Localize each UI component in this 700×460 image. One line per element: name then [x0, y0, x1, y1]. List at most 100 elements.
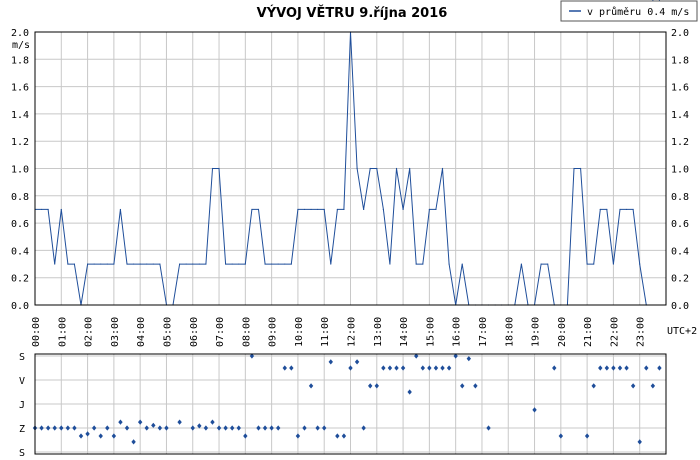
direction-point-33: [262, 425, 268, 431]
direction-point-51: [381, 365, 386, 371]
speed-point-46: [336, 208, 338, 211]
y-tick-left-8: 1.6: [11, 83, 29, 94]
y-tick-left-9: 1.8: [11, 55, 29, 66]
speed-point-34: [257, 208, 260, 211]
direction-point-76: [624, 365, 629, 371]
x-tick-6: 06:00: [189, 317, 200, 347]
direction-y-ticks: S V J Z S: [19, 352, 25, 459]
direction-point-49: [368, 383, 373, 389]
speed-point-49: [356, 167, 358, 170]
speed-point-87: [606, 208, 608, 211]
direction-point-25: [210, 419, 215, 425]
direction-point-5: [65, 425, 71, 431]
direction-point-66: [486, 425, 491, 431]
speed-point-23: [185, 263, 187, 265]
direction-point-61: [446, 365, 452, 371]
y-tick-right-5: 1.0: [671, 165, 689, 176]
direction-point-81: [657, 365, 662, 371]
speed-point-17: [146, 263, 148, 265]
speed-point-50: [363, 208, 365, 211]
speed-point-38: [284, 263, 286, 265]
direction-point-18: [151, 422, 156, 428]
legend-box: [560, 0, 698, 22]
direction-point-38: [295, 433, 301, 439]
direction-point-21: [177, 419, 182, 425]
direction-label-1: V: [19, 376, 25, 387]
direction-point-39: [302, 425, 307, 431]
y-tick-left-4: 0.8: [11, 192, 29, 203]
x-tick-13: 13:00: [373, 317, 384, 347]
direction-point-50: [374, 383, 379, 389]
direction-point-3: [52, 425, 57, 431]
speed-point-18: [152, 263, 154, 265]
y-tick-left-7: 1.4: [11, 110, 29, 121]
speed-point-58: [415, 263, 417, 265]
direction-point-12: [111, 433, 117, 439]
direction-label-0: S: [19, 352, 25, 363]
direction-point-24: [203, 425, 209, 431]
speed-point-36: [271, 263, 273, 265]
direction-point-60: [440, 365, 445, 371]
y-tick-right-1: 0.2: [671, 274, 689, 285]
direction-point-27: [223, 425, 228, 431]
speed-point-37: [277, 263, 279, 265]
direction-point-16: [137, 419, 143, 425]
direction-point-55: [407, 389, 412, 395]
direction-point-44: [335, 433, 340, 439]
y-tick-right-0: 0.0: [671, 301, 689, 312]
direction-point-6: [72, 425, 77, 431]
speed-point-85: [593, 263, 595, 265]
direction-point-10: [98, 433, 103, 439]
speed-point-31: [238, 263, 240, 265]
x-tick-21: 21:00: [583, 317, 594, 347]
direction-point-65: [473, 383, 478, 389]
speed-point-54: [389, 263, 391, 265]
direction-point-26: [216, 425, 222, 431]
speed-point-45: [330, 263, 332, 265]
direction-point-72: [598, 365, 603, 371]
direction-point-32: [256, 425, 261, 431]
direction-point-71: [591, 383, 596, 389]
speed-point-88: [612, 263, 615, 265]
speed-point-24: [192, 263, 194, 265]
direction-point-37: [289, 365, 294, 371]
direction-point-64: [466, 356, 472, 362]
direction-point-57: [420, 365, 426, 371]
direction-point-67: [532, 407, 537, 413]
speed-grid: [34, 31, 666, 306]
legend: v průměru 0.4 m/s: [560, 0, 698, 22]
direction-point-56: [414, 353, 419, 359]
direction-point-46: [348, 365, 353, 371]
speed-point-94: [652, 0, 654, 1]
x-tick-1: 01:00: [57, 317, 68, 347]
speed-point-56: [402, 208, 404, 211]
x-tick-0: 00:00: [31, 317, 42, 347]
speed-point-92: [639, 263, 641, 265]
chart-title: VÝVOJ VĚTRU 9.října 2016: [257, 5, 448, 21]
direction-point-70: [584, 433, 590, 439]
direction-point-42: [322, 425, 327, 431]
direction-point-54: [400, 365, 406, 371]
direction-point-77: [630, 383, 636, 389]
direction-point-19: [157, 425, 163, 431]
x-tick-5: 05:00: [162, 317, 173, 347]
direction-point-35: [275, 425, 281, 431]
speed-point-61: [435, 208, 437, 211]
direction-point-20: [164, 425, 169, 431]
speed-point-15: [132, 263, 135, 265]
direction-point-68: [552, 365, 557, 371]
y-tick-left-1: 0.2: [11, 274, 29, 285]
x-tick-3: 03:00: [110, 317, 121, 347]
x-tick-4: 04:00: [136, 317, 147, 347]
speed-point-43: [317, 208, 319, 211]
x-tick-14: 14:00: [399, 317, 410, 347]
speed-point-55: [395, 167, 398, 170]
direction-label-2: J: [19, 400, 25, 411]
speed-point-74: [520, 263, 522, 265]
speed-point-12: [113, 263, 115, 265]
x-tick-10: 10:00: [294, 317, 305, 347]
x-tick-7: 07:00: [215, 317, 226, 347]
direction-point-1: [39, 425, 44, 431]
speed-point-60: [428, 208, 430, 211]
time-axis: 00:00 01:00 02:00 03:00 04:00 05:00 06:00 07:00…: [31, 317, 647, 347]
